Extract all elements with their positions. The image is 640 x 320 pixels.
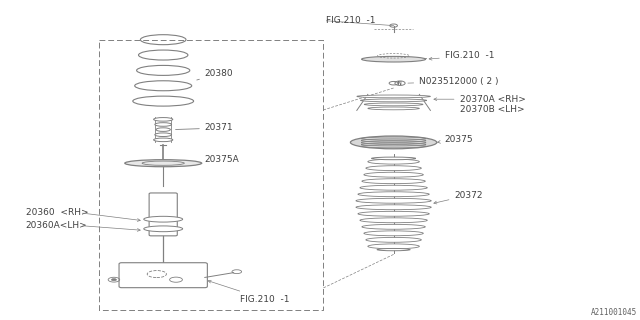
Text: FIG.210  -1: FIG.210 -1	[429, 52, 494, 60]
Ellipse shape	[364, 103, 423, 106]
Ellipse shape	[144, 226, 182, 232]
Ellipse shape	[351, 136, 437, 149]
Ellipse shape	[389, 81, 398, 85]
Ellipse shape	[356, 198, 431, 203]
Ellipse shape	[360, 99, 427, 102]
Text: FIG.210  -1: FIG.210 -1	[208, 280, 289, 304]
Ellipse shape	[144, 216, 182, 222]
Ellipse shape	[366, 166, 421, 171]
Ellipse shape	[155, 133, 172, 137]
Ellipse shape	[154, 138, 173, 142]
Ellipse shape	[368, 244, 419, 249]
Ellipse shape	[366, 237, 421, 242]
Text: N023512000 ( 2 ): N023512000 ( 2 )	[408, 77, 499, 86]
Text: FIG.210  -1: FIG.210 -1	[326, 16, 376, 25]
Ellipse shape	[125, 160, 202, 167]
Text: N: N	[398, 81, 402, 86]
Text: 20360A<LH>: 20360A<LH>	[26, 221, 87, 230]
Ellipse shape	[371, 157, 416, 160]
Ellipse shape	[357, 95, 431, 98]
Text: 20372: 20372	[434, 191, 483, 204]
Ellipse shape	[362, 56, 426, 62]
Ellipse shape	[368, 159, 419, 164]
Text: 20370A <RH>: 20370A <RH>	[434, 95, 525, 104]
Text: 20371: 20371	[175, 124, 234, 132]
Text: 20375A: 20375A	[202, 156, 239, 164]
Ellipse shape	[155, 123, 172, 126]
Ellipse shape	[362, 179, 426, 184]
Text: A211001045: A211001045	[591, 308, 637, 317]
Ellipse shape	[156, 128, 170, 132]
Ellipse shape	[356, 205, 431, 210]
FancyBboxPatch shape	[149, 193, 177, 236]
Ellipse shape	[364, 172, 423, 177]
Ellipse shape	[111, 278, 116, 281]
Ellipse shape	[364, 231, 423, 236]
Text: 20370B <LH>: 20370B <LH>	[460, 105, 524, 114]
Ellipse shape	[154, 117, 173, 121]
FancyBboxPatch shape	[119, 263, 207, 288]
Text: 20360  <RH>: 20360 <RH>	[26, 208, 88, 217]
Text: 20375: 20375	[438, 135, 474, 144]
Ellipse shape	[368, 107, 419, 110]
Ellipse shape	[360, 218, 428, 223]
Ellipse shape	[358, 211, 429, 216]
Ellipse shape	[362, 224, 426, 229]
Text: 20380: 20380	[197, 69, 234, 80]
Ellipse shape	[358, 192, 429, 197]
Ellipse shape	[360, 185, 428, 190]
Ellipse shape	[377, 248, 410, 251]
